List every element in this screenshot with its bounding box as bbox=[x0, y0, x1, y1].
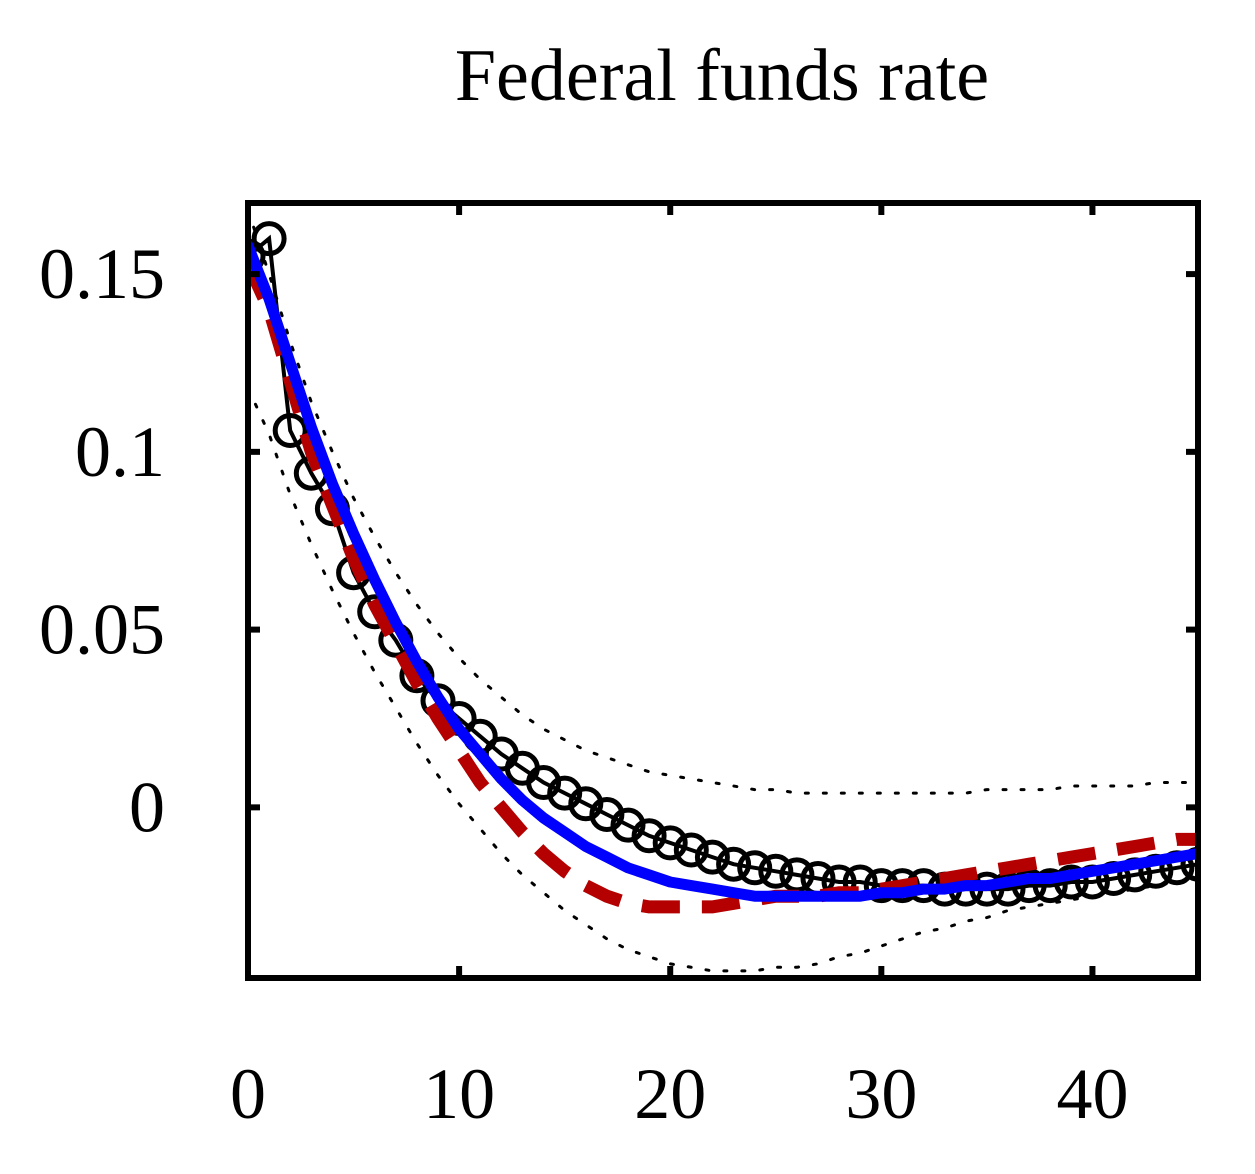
x-tick-label: 20 bbox=[634, 1054, 706, 1134]
plot-frame bbox=[245, 200, 1201, 981]
chart-title: Federal funds rate bbox=[455, 35, 989, 117]
y-tick-label: 0.1 bbox=[75, 412, 165, 492]
data-point bbox=[716, 846, 752, 882]
x-tick-label: 40 bbox=[1056, 1054, 1128, 1134]
series-line-blue-solid bbox=[248, 240, 1198, 902]
data-point bbox=[248, 238, 266, 274]
data-point bbox=[758, 853, 794, 889]
x-tick-label: 10 bbox=[423, 1054, 495, 1134]
series-line-black-dotted-lower bbox=[248, 386, 1198, 973]
data-point bbox=[272, 413, 308, 448]
y-tick-label: 0.15 bbox=[39, 234, 165, 314]
series-line-black-line-circles bbox=[248, 234, 1198, 892]
data-point bbox=[652, 825, 688, 861]
series-layer bbox=[248, 208, 1198, 973]
series-line-black-dotted-upper bbox=[248, 208, 1198, 795]
data-point bbox=[631, 818, 667, 854]
x-tick-label: 30 bbox=[845, 1054, 917, 1134]
y-tick-label: 0.05 bbox=[39, 590, 165, 670]
data-point bbox=[568, 786, 604, 822]
data-point bbox=[673, 832, 709, 868]
data-point bbox=[526, 765, 562, 800]
series-line-red-dashed bbox=[248, 260, 1198, 914]
data-point bbox=[1032, 868, 1068, 904]
data-point bbox=[589, 797, 625, 832]
data-point bbox=[610, 807, 646, 843]
y-tick-label: 0 bbox=[129, 767, 165, 847]
data-point bbox=[251, 221, 287, 257]
data-point bbox=[547, 775, 583, 811]
x-tick-label: 0 bbox=[230, 1054, 266, 1134]
data-point bbox=[737, 850, 773, 886]
data-point bbox=[1180, 846, 1198, 882]
tick-labels: 0 10 20 30 40 0 0.05 0.1 0.15 bbox=[39, 234, 1128, 1134]
data-point bbox=[694, 839, 730, 875]
